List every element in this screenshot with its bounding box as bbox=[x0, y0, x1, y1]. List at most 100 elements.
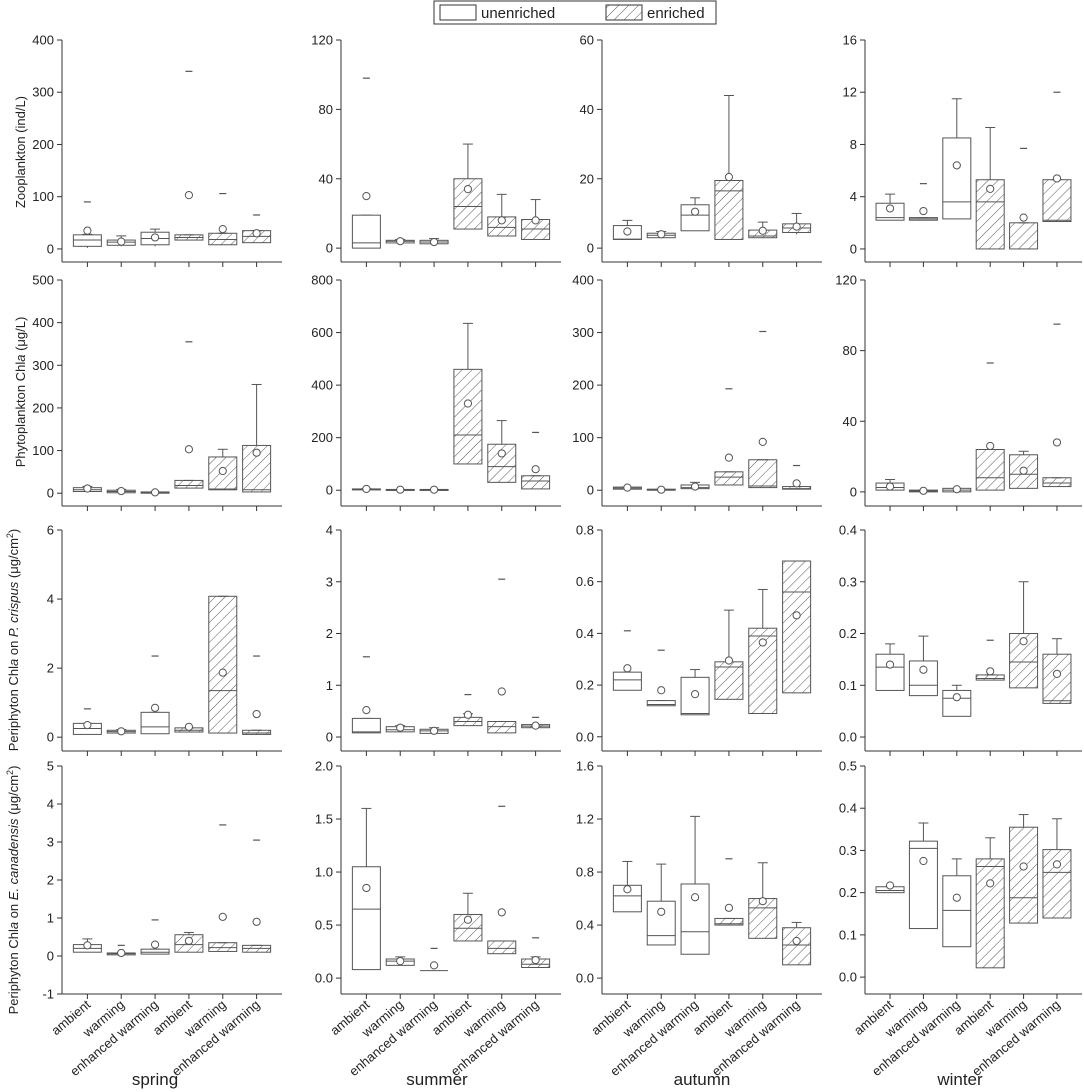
box-warming-enriched bbox=[487, 420, 517, 483]
box-enhanced-warming-enriched bbox=[1042, 91, 1072, 223]
mean-marker bbox=[758, 437, 767, 446]
box-enhanced-warming-unenriched bbox=[942, 858, 972, 948]
y-tick-label: 40 bbox=[319, 171, 333, 186]
y-tick-label: 0.4 bbox=[839, 523, 857, 538]
mean-marker bbox=[429, 961, 439, 970]
box-warming-unenriched bbox=[908, 183, 938, 221]
mean-marker bbox=[218, 224, 227, 234]
y-tick-label: 4 bbox=[850, 189, 857, 204]
box-iqr bbox=[975, 449, 1005, 491]
mean-marker bbox=[362, 484, 371, 494]
box-iqr bbox=[1009, 826, 1039, 924]
box-warming-enriched bbox=[1009, 581, 1039, 689]
box-ambient-enriched bbox=[453, 892, 483, 942]
box-enhanced-warming-unenriched bbox=[419, 726, 449, 735]
row-label-periphyton-pcrispus: Periphyton Chla on P. crispus (μg/cm2) bbox=[5, 529, 21, 752]
mean-marker bbox=[986, 667, 995, 676]
mean-marker bbox=[690, 690, 700, 699]
box-enhanced-warming-enriched bbox=[521, 716, 551, 730]
mean-marker bbox=[919, 206, 928, 216]
box-warming-enriched bbox=[748, 862, 778, 939]
box-enhanced-warming-unenriched bbox=[680, 197, 710, 232]
mean-marker bbox=[150, 940, 160, 949]
mean-marker bbox=[531, 721, 540, 730]
y-tick-label: 100 bbox=[572, 430, 594, 445]
panel-winter-row1: 0 40 80 120 bbox=[835, 273, 1082, 511]
y-tick-label: 80 bbox=[319, 102, 333, 117]
mean-marker bbox=[362, 883, 371, 893]
box-ambient-enriched bbox=[174, 931, 204, 953]
box-ambient-enriched bbox=[714, 95, 744, 240]
box-warming-unenriched bbox=[646, 649, 676, 707]
y-tick-label: 3 bbox=[47, 835, 54, 850]
panel-winter-row2: 0.0 0.1 0.2 0.3 0.4 bbox=[839, 523, 1082, 756]
box-enhanced-warming-unenriched bbox=[942, 98, 972, 220]
y-tick-label: 300 bbox=[572, 325, 594, 340]
mean-marker bbox=[83, 721, 92, 730]
y-tick-label: 2 bbox=[326, 626, 333, 641]
box-ambient-enriched bbox=[714, 609, 744, 700]
box-ambient-unenriched bbox=[612, 483, 642, 492]
box-warming-enriched bbox=[208, 192, 238, 246]
season-label-spring: spring bbox=[132, 1070, 178, 1089]
y-tick-label: 0.0 bbox=[839, 970, 857, 985]
mean-marker bbox=[1019, 637, 1028, 646]
box-iqr bbox=[1042, 849, 1072, 919]
box-enhanced-warming-enriched bbox=[1042, 323, 1072, 488]
box-iqr bbox=[351, 866, 381, 971]
mean-marker bbox=[758, 897, 767, 906]
y-tick-label: 5 bbox=[47, 759, 54, 774]
mean-marker bbox=[463, 399, 473, 408]
box-enhanced-warming-unenriched bbox=[680, 481, 710, 491]
box-iqr bbox=[1042, 477, 1072, 488]
box-iqr bbox=[782, 560, 812, 694]
box-ambient-unenriched bbox=[72, 484, 102, 493]
box-ambient-unenriched bbox=[612, 630, 642, 691]
box-ambient-enriched bbox=[174, 341, 204, 489]
mean-marker bbox=[1052, 669, 1062, 678]
y-tick-label: -1 bbox=[42, 987, 54, 1002]
mean-marker bbox=[531, 955, 540, 965]
box-iqr bbox=[975, 674, 1005, 681]
mean-marker bbox=[792, 611, 801, 620]
mean-marker bbox=[362, 191, 371, 201]
mean-marker bbox=[429, 485, 439, 494]
mean-marker bbox=[792, 479, 801, 488]
box-warming-unenriched bbox=[106, 235, 136, 247]
box-iqr bbox=[453, 368, 483, 465]
box-ambient-enriched bbox=[714, 858, 744, 926]
box-enhanced-warming-enriched bbox=[782, 560, 812, 694]
box-enhanced-warming-unenriched bbox=[942, 485, 972, 494]
mean-marker bbox=[497, 687, 506, 696]
box-enhanced-warming-unenriched bbox=[419, 237, 449, 247]
mean-marker bbox=[218, 668, 227, 677]
box-iqr bbox=[1042, 179, 1072, 223]
box-iqr bbox=[487, 940, 517, 955]
box-warming-unenriched bbox=[646, 863, 676, 946]
box-ambient-unenriched bbox=[72, 201, 102, 248]
y-tick-label: 0.2 bbox=[839, 626, 857, 641]
box-enhanced-warming-unenriched bbox=[680, 669, 710, 716]
box-iqr bbox=[680, 883, 710, 955]
box-iqr bbox=[714, 179, 744, 240]
y-tick-label: 0.0 bbox=[315, 971, 333, 986]
box-warming-enriched bbox=[748, 588, 778, 715]
mean-marker bbox=[986, 184, 995, 193]
y-tick-label: 60 bbox=[580, 33, 594, 48]
box-iqr bbox=[875, 653, 905, 691]
mean-marker bbox=[252, 709, 261, 719]
panel-summer-row3: 0.0 0.5 1.0 1.5 2.0 bbox=[315, 759, 561, 999]
mean-marker bbox=[885, 660, 895, 669]
y-tick-label: 120 bbox=[311, 33, 333, 48]
mean-marker bbox=[623, 227, 632, 236]
season-label-autumn: autumn bbox=[674, 1070, 731, 1089]
box-warming-enriched bbox=[208, 824, 238, 952]
box-iqr bbox=[72, 234, 102, 247]
mean-marker bbox=[396, 723, 405, 732]
mean-marker bbox=[252, 229, 261, 238]
y-tick-label: 4 bbox=[47, 797, 54, 812]
mean-marker bbox=[1052, 174, 1062, 183]
row-label-phytoplankton: Phytoplankton Chla (μg/L) bbox=[13, 317, 28, 468]
mean-marker bbox=[1019, 213, 1028, 222]
mean-marker bbox=[690, 482, 700, 491]
